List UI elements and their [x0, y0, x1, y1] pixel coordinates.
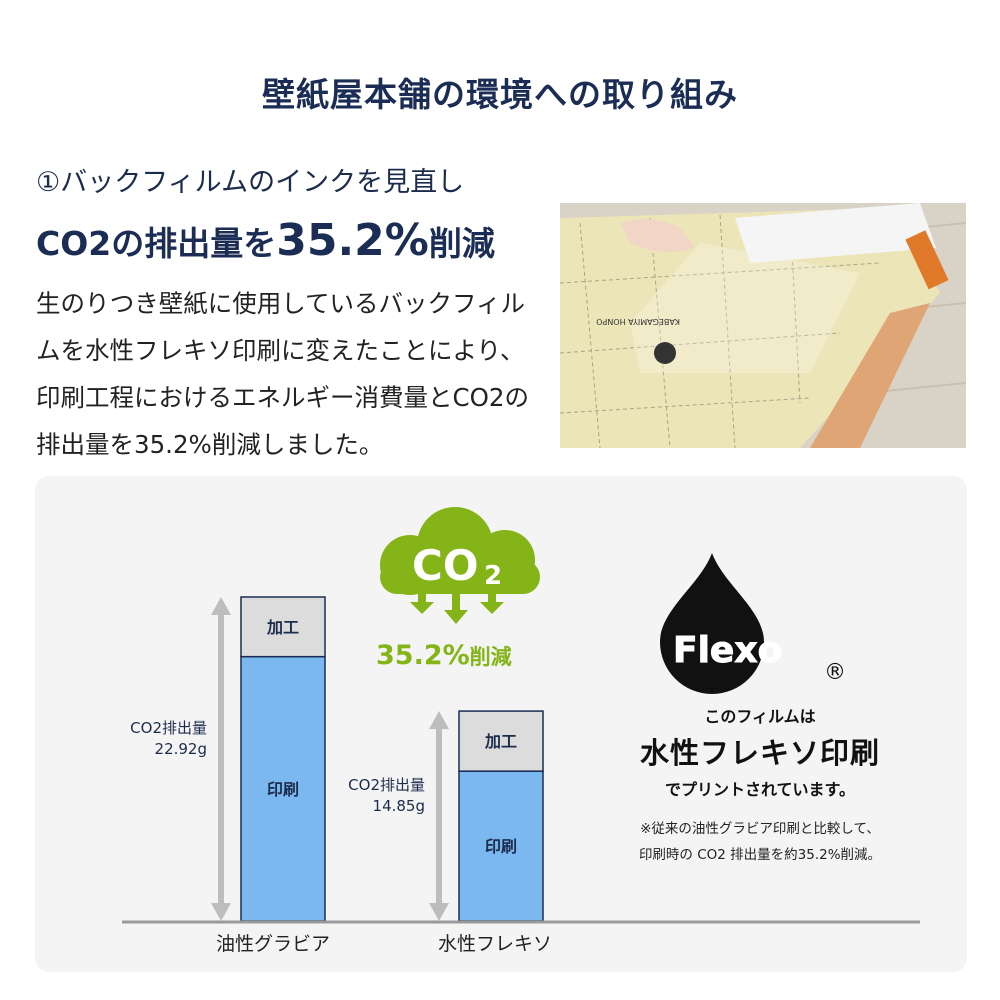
flexo-logo-text: Flexo: [673, 630, 782, 671]
arrow-up-head-icon: [429, 711, 449, 730]
bar-segment-processing: [458, 710, 544, 772]
section-subtitle: ①バックフィルムのインクを見直し: [36, 167, 465, 198]
flexo-line3: でプリントされています。: [665, 780, 855, 799]
page-title: 壁紙屋本舗の環境への取り組み: [262, 75, 738, 114]
flexo-drop-logo: Flexo ®: [660, 553, 846, 694]
segment-label-processing: 加工: [266, 618, 299, 637]
flexo-footnote: ※従来の油性グラビア印刷と比較して、 印刷時の CO2 排出量を約35.2%削減。: [600, 816, 920, 868]
category-label-1: 水性フレキソ: [438, 933, 552, 955]
footnote-line2: 印刷時の CO2 排出量を約35.2%削減。: [638, 847, 882, 863]
wallpaper-photo: KABEGAMIYA HONPO: [560, 203, 966, 448]
co2-subscript: 2: [484, 561, 502, 591]
body-text: 生のりつき壁紙に使用しているバックフィルムを水性フレキソ印刷に変えたことにより、…: [36, 289, 529, 459]
flexo-line2: 水性フレキソ印刷: [639, 736, 880, 770]
arrow-up-head-icon: [211, 597, 231, 615]
segment-label-printing: 印刷: [267, 780, 299, 799]
headline: CO2の排出量を35.2%削減: [36, 215, 495, 266]
reduction-word: 削減: [469, 645, 512, 669]
registered-mark: ®: [824, 660, 846, 685]
arrow-down-head-icon: [429, 903, 449, 921]
bar-segment-processing: [240, 596, 326, 658]
headline-value: 35.2%: [276, 215, 429, 266]
headline-pre: CO2の排出量を: [36, 224, 277, 263]
footnote-line1: ※従来の油性グラビア印刷と比較して、: [640, 821, 880, 837]
category-label-0: 油性グラビア: [216, 933, 330, 955]
bar-segment-printing: [458, 770, 544, 922]
co2-text: CO: [412, 541, 479, 590]
total-label: CO2排出量: [130, 719, 207, 737]
segment-label-processing: 加工: [484, 732, 517, 751]
total-value: 14.85g: [373, 797, 425, 815]
headline-post: 削減: [428, 224, 495, 263]
total-value: 22.92g: [155, 740, 207, 758]
film-print-text: KABEGAMIYA HONPO: [596, 317, 680, 326]
co2-cloud-down-arrows-icon: CO 2: [380, 507, 540, 624]
reduction-label: 35.2%削減: [376, 640, 512, 671]
total-label: CO2排出量: [348, 776, 425, 794]
arrow-down-head-icon: [211, 903, 231, 921]
flexo-line1: このフィルムは: [704, 707, 816, 726]
reduction-value: 35.2%: [376, 640, 470, 671]
segment-label-printing: 印刷: [485, 837, 517, 856]
